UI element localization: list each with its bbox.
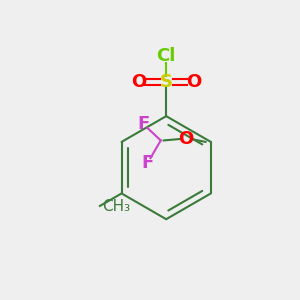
- Text: Cl: Cl: [157, 47, 176, 65]
- Text: O: O: [178, 130, 194, 148]
- Text: F: F: [138, 115, 150, 133]
- Text: F: F: [141, 154, 154, 172]
- Text: S: S: [160, 73, 173, 91]
- Text: O: O: [131, 73, 146, 91]
- Text: O: O: [186, 73, 201, 91]
- Text: CH₃: CH₃: [102, 199, 130, 214]
